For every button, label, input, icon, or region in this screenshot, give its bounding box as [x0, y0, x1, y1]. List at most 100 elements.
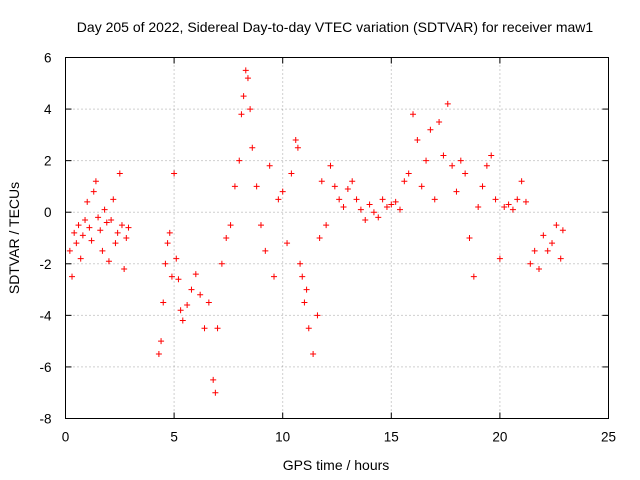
data-point — [262, 247, 269, 254]
data-point — [349, 178, 356, 185]
data-point — [383, 204, 390, 211]
data-point — [318, 178, 325, 185]
data-point — [444, 100, 451, 107]
x-tick-label: 5 — [170, 430, 178, 445]
data-point — [125, 224, 132, 231]
data-point — [379, 196, 386, 203]
data-point — [197, 291, 204, 298]
data-point — [544, 247, 551, 254]
plot-frame — [65, 57, 609, 419]
data-point — [97, 227, 104, 234]
x-axis-label: GPS time / hours — [283, 457, 390, 473]
data-point — [66, 247, 73, 254]
data-point — [218, 260, 225, 267]
data-point — [418, 183, 425, 190]
data-point — [249, 144, 256, 151]
data-point — [240, 93, 247, 100]
data-point — [366, 201, 373, 208]
y-tick-label: 4 — [44, 102, 52, 117]
data-point — [475, 204, 482, 211]
data-point — [158, 338, 165, 345]
data-point — [101, 206, 108, 213]
data-point — [118, 222, 125, 229]
data-point — [184, 302, 191, 309]
data-point — [362, 216, 369, 223]
data-point — [223, 235, 230, 241]
y-tick-label: 6 — [44, 51, 52, 66]
x-tick-label: 0 — [62, 430, 70, 445]
data-point — [266, 162, 273, 169]
data-point — [531, 247, 538, 254]
data-point — [357, 206, 364, 213]
data-point — [284, 240, 291, 247]
x-axis: 0 5 10 15 20 25 — [62, 57, 616, 445]
data-point — [160, 299, 167, 306]
data-point — [340, 204, 347, 211]
data-point — [559, 227, 566, 234]
data-point — [323, 222, 330, 229]
data-point — [108, 216, 115, 223]
y-axis: -8 -6 -4 -2 0 2 4 6 — [39, 51, 609, 427]
data-point — [483, 162, 490, 169]
data-point — [462, 170, 469, 177]
data-point — [401, 178, 408, 185]
data-point — [392, 198, 399, 205]
data-point — [210, 376, 217, 383]
data-point — [177, 307, 184, 314]
y-tick-label: -2 — [39, 257, 51, 272]
data-point — [88, 237, 95, 244]
x-tick-label: 25 — [601, 430, 616, 445]
data-point — [303, 286, 310, 293]
data-point — [69, 273, 76, 280]
data-point — [466, 235, 473, 241]
data-point — [301, 299, 308, 306]
data-point — [501, 204, 508, 211]
data-point — [488, 152, 495, 159]
data-point — [77, 255, 84, 262]
data-point — [514, 196, 521, 203]
data-point — [294, 144, 301, 151]
data-point — [414, 137, 421, 144]
data-point — [173, 255, 180, 262]
y-tick-label: -8 — [39, 412, 51, 427]
data-point — [247, 106, 254, 113]
grid-lines — [65, 57, 609, 419]
data-point — [188, 286, 195, 293]
chart-title: Day 205 of 2022, Sidereal Day-to-day VTE… — [77, 19, 594, 35]
y-tick-label: 2 — [44, 154, 52, 169]
x-tick-label: 20 — [492, 430, 507, 445]
data-point — [73, 240, 80, 247]
data-point — [103, 219, 110, 226]
data-point — [453, 188, 460, 195]
data-point — [171, 170, 178, 177]
data-point — [470, 273, 477, 280]
data-point — [279, 188, 286, 195]
data-point — [496, 255, 503, 262]
data-point — [431, 196, 438, 203]
data-point — [166, 229, 173, 236]
data-point — [271, 273, 278, 280]
data-point — [518, 178, 525, 185]
data-point — [90, 188, 97, 195]
data-point — [540, 232, 547, 239]
data-point — [95, 214, 102, 221]
data-point — [116, 170, 123, 177]
data-point — [553, 222, 560, 229]
data-point — [123, 235, 130, 241]
data-point — [257, 222, 264, 229]
data-point — [305, 325, 312, 332]
data-point — [336, 196, 343, 203]
data-point — [112, 240, 119, 247]
data-point — [214, 325, 221, 332]
data-point — [179, 317, 186, 324]
y-tick-label: 0 — [44, 205, 52, 220]
data-point — [316, 235, 323, 241]
data-point — [457, 157, 464, 164]
data-point — [86, 224, 93, 231]
x-tick-label: 10 — [275, 430, 290, 445]
data-point — [299, 273, 306, 280]
data-point — [162, 260, 169, 267]
data-point — [114, 229, 121, 236]
data-point — [79, 232, 86, 239]
